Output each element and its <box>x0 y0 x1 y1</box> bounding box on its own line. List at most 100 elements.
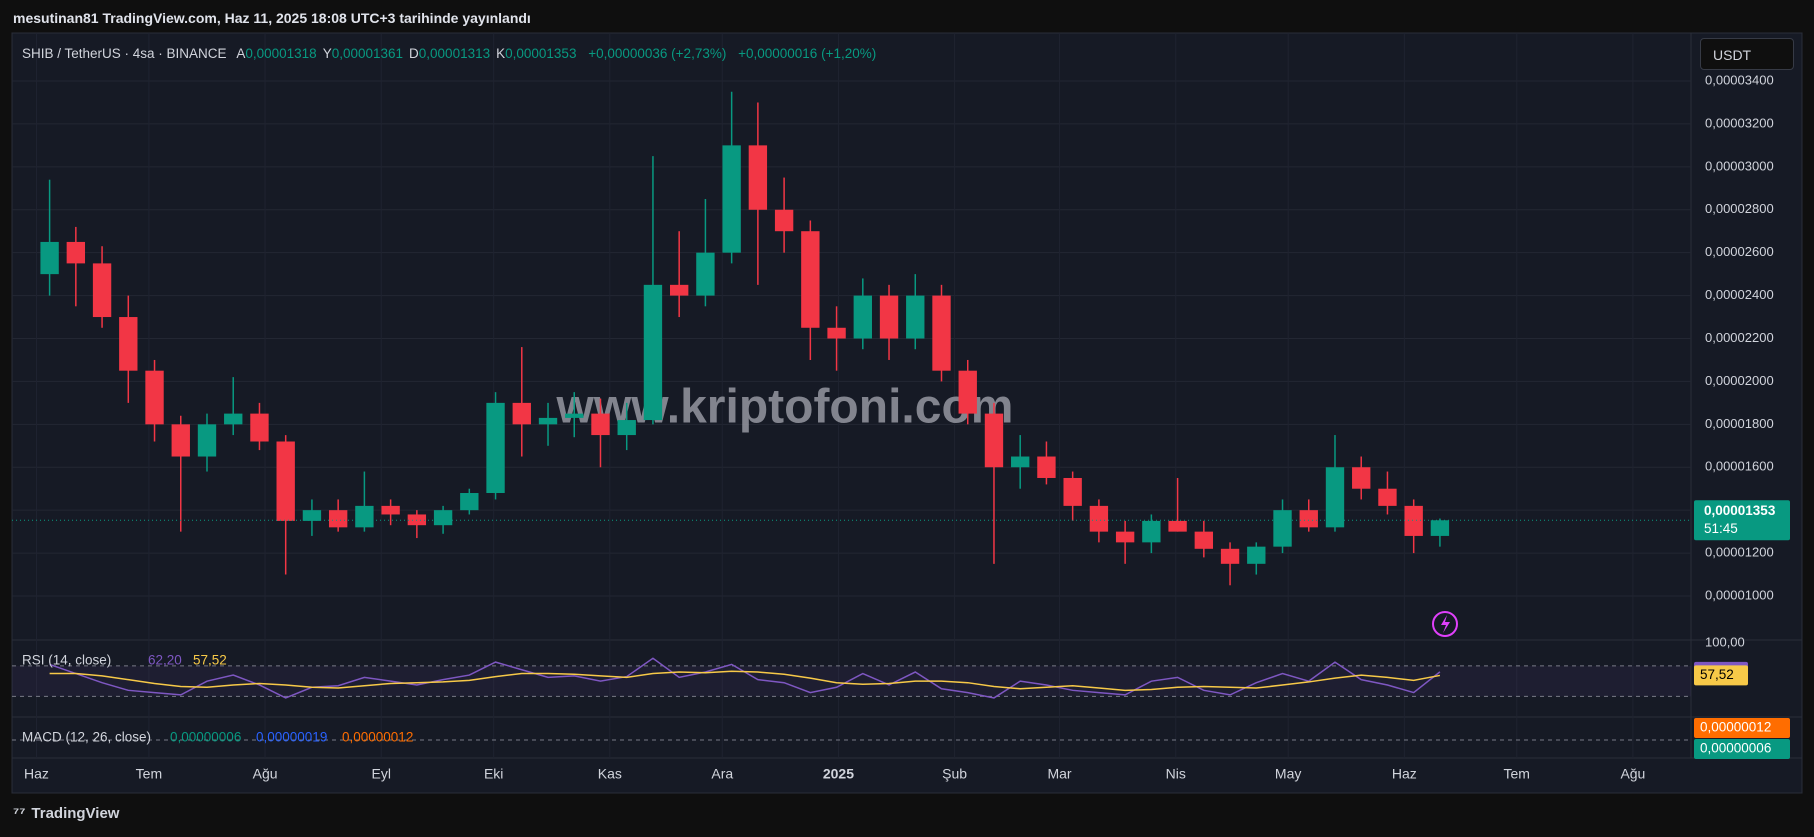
logo: ⁷⁷ <box>13 805 26 822</box>
candle-body <box>932 295 951 371</box>
currency-button[interactable]: USDT <box>1700 38 1794 70</box>
countdown-label: 51:45 <box>1704 521 1738 536</box>
candle-body <box>1142 520 1161 543</box>
candle-body <box>617 420 636 436</box>
y-tick-label: 100,00 <box>1705 634 1745 649</box>
candle-body <box>1011 456 1030 468</box>
candle-body <box>197 424 217 457</box>
candle-body <box>276 441 295 521</box>
rsi-legend-value: 57,52 <box>193 653 227 668</box>
ohlc-label: D <box>409 46 419 61</box>
x-tick-label: Ağu <box>1620 766 1645 782</box>
rsi-value-label: 57,52 <box>1700 667 1734 682</box>
macd-legend-value: 0,00000019 <box>256 730 327 745</box>
candle-body <box>643 284 663 421</box>
y-tick-label: 0,00001200 <box>1705 545 1774 560</box>
macd-axis-box <box>1694 718 1790 738</box>
candle-body <box>433 510 453 526</box>
x-tick-label: Mar <box>1047 766 1071 782</box>
candle-body <box>538 417 558 425</box>
macd-legend-value: 0,00000012 <box>342 730 413 745</box>
candle-body <box>853 295 872 339</box>
x-tick-label: Nis <box>1166 766 1186 782</box>
candle-body <box>40 241 59 275</box>
x-tick-label: Haz <box>24 766 49 782</box>
candle-body <box>1115 531 1135 543</box>
symbol-title: SHIB / TetherUS · 4sa · BINANCE <box>22 46 227 61</box>
last-price-box <box>1694 500 1790 541</box>
ohlc-value: 0,00001353 <box>505 46 577 61</box>
alert-icon[interactable] <box>1432 611 1458 637</box>
price-change: +0,00000016 (+1,20%) <box>738 46 877 61</box>
candle-body <box>1404 505 1423 536</box>
candle-body <box>1352 467 1371 489</box>
last-price-label: 0,00001353 <box>1704 503 1776 518</box>
candle-body <box>486 402 505 494</box>
y-tick-label: 0,00003200 <box>1705 115 1774 130</box>
marks <box>12 91 1691 741</box>
publish-info: mesutinan81 TradingView.com, Haz 11, 202… <box>13 10 531 26</box>
candle-body <box>328 510 348 528</box>
candle-body <box>1089 505 1109 532</box>
x-tick-label: Kas <box>598 766 622 782</box>
candle-body <box>906 295 925 339</box>
rsi-band-fill <box>12 665 1691 697</box>
ohlc-value: 0,00001313 <box>418 46 491 61</box>
x-tick-label: Eki <box>484 766 503 782</box>
candle-body <box>1299 510 1318 528</box>
candle-body <box>984 413 1004 468</box>
price-change: +0,00000036 (+2,73%) <box>588 46 727 61</box>
ohlc-value: 0,00001318 <box>245 46 317 61</box>
macd-axis-label: 0,00000006 <box>1700 741 1771 756</box>
candle-body <box>460 493 479 511</box>
symbol-legend: SHIB / TetherUS · 4sa · BINANCE A0,00001… <box>22 46 876 61</box>
y-tick-label: 0,00002000 <box>1705 373 1774 388</box>
candle-body <box>171 424 190 457</box>
candle-body <box>1168 520 1187 532</box>
candle-body <box>224 413 243 425</box>
candle-body <box>1063 477 1082 506</box>
ohlc-value: 0,00001361 <box>331 46 404 61</box>
rsi-value-box <box>1694 665 1748 686</box>
candle-body <box>145 370 164 425</box>
candle-body <box>879 295 899 339</box>
candle-body <box>1378 488 1397 506</box>
candle-body <box>1247 546 1266 564</box>
y-tick-label: 0,00002800 <box>1705 201 1774 216</box>
y-tick-label: 0,00003000 <box>1705 158 1774 173</box>
candle-body <box>1273 510 1292 547</box>
candle-body <box>1194 531 1214 549</box>
candle-body <box>669 284 689 296</box>
x-tick-label: Tem <box>136 766 162 782</box>
ohlc-values: A0,00001318 Y0,00001361 D0,00001313 K0,0000… <box>230 46 576 61</box>
y-tick-label: 0,00002600 <box>1705 244 1774 259</box>
candle-body <box>722 145 741 253</box>
candle-body <box>381 505 400 515</box>
rsi-line <box>49 670 1441 692</box>
ohlc-label: K <box>496 46 506 61</box>
y-tick-label: 0,00002200 <box>1705 330 1774 345</box>
candle-body <box>119 317 138 371</box>
brand-name: TradingView <box>31 805 120 822</box>
candle-body <box>1430 520 1450 536</box>
candle-body <box>748 145 768 210</box>
x-tick-label: Ara <box>711 766 733 782</box>
rsi-legend-value: 62,20 <box>148 653 182 668</box>
macd-legend-value: 0,00000006 <box>170 730 241 745</box>
y-tick-label: 0,00001600 <box>1705 459 1774 474</box>
candle-body <box>250 413 269 442</box>
alert-bolt <box>1441 615 1450 633</box>
x-tick-label: Haz <box>1392 766 1417 782</box>
macd-axis-box <box>1694 739 1790 759</box>
y-tick-label: 0,00001000 <box>1705 587 1774 602</box>
candle-body <box>512 402 531 425</box>
ohlc-label: Y <box>322 46 332 61</box>
rsi-title: RSI (14, close) <box>22 653 111 668</box>
candle-body <box>66 241 86 264</box>
candle-body <box>801 231 820 328</box>
footer-brand: ⁷⁷ TradingView <box>13 805 119 822</box>
candle-body <box>355 505 374 528</box>
candle-body <box>1325 467 1345 528</box>
candle-body <box>565 413 584 418</box>
